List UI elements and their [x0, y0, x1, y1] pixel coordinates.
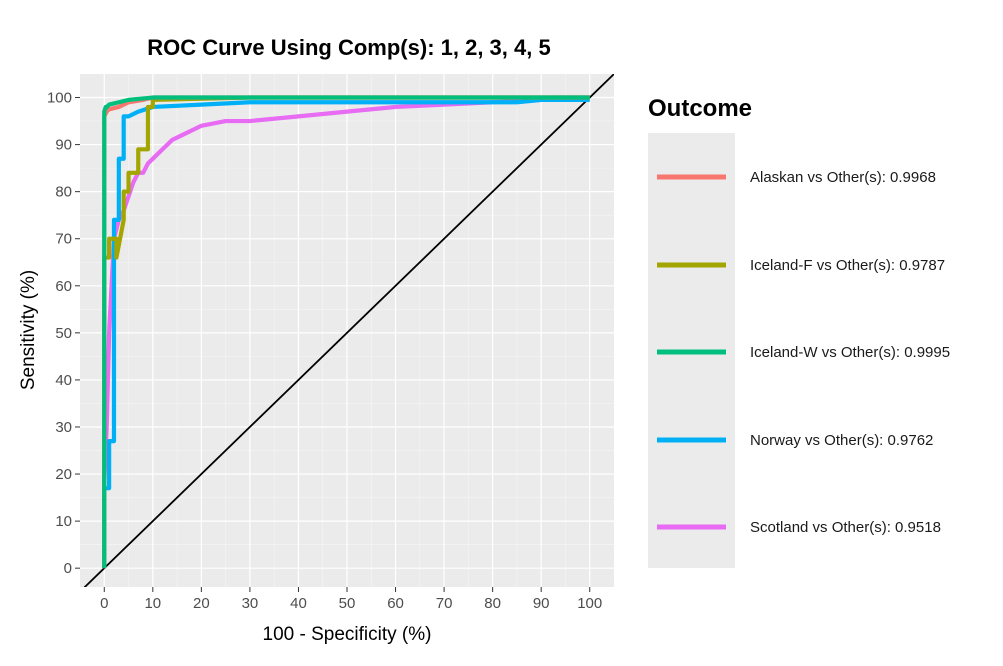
x-tick-label: 40: [290, 595, 307, 612]
roc-curves: [83, 74, 614, 587]
series-line-iceland-w: [102, 95, 590, 569]
x-tick-label: 30: [242, 595, 259, 612]
y-tick-label: 30: [55, 419, 72, 436]
legend-label-iceland-w: Iceland-W vs Other(s): 0.9995: [750, 344, 950, 361]
diagonal-reference-line: [83, 74, 614, 587]
legend: Outcome Alaskan vs Other(s): 0.9968 Icela…: [648, 95, 950, 568]
x-axis-title: 100 - Specificity (%): [263, 624, 432, 645]
y-tick-label: 100: [47, 90, 72, 107]
x-tick-label: 20: [193, 595, 210, 612]
x-axis: 0 10 20 30 40 50 60 70 80 90 100: [100, 587, 602, 612]
y-tick-label: 60: [55, 278, 72, 295]
y-tick-label: 0: [64, 560, 72, 577]
x-tick-label: 100: [577, 595, 602, 612]
series-line-norway: [102, 97, 590, 569]
series-line-iceland-f: [102, 95, 590, 569]
y-tick-label: 70: [55, 231, 72, 248]
y-tick-label: 50: [55, 325, 72, 342]
y-tick-label: 10: [55, 513, 72, 530]
y-tick-label: 80: [55, 184, 72, 201]
legend-label-iceland-f: Iceland-F vs Other(s): 0.9787: [750, 257, 945, 274]
y-axis: 0 10 20 30 40 50 60 70 80 90 100: [47, 90, 80, 577]
y-tick-label: 40: [55, 372, 72, 389]
x-tick-label: 0: [100, 595, 108, 612]
y-axis-title: Sensitivity (%): [18, 270, 39, 390]
legend-label-norway: Norway vs Other(s): 0.9762: [750, 432, 933, 449]
x-tick-label: 10: [144, 595, 161, 612]
legend-label-scotland: Scotland vs Other(s): 0.9518: [750, 519, 941, 536]
x-tick-label: 60: [387, 595, 404, 612]
legend-title: Outcome: [648, 95, 752, 122]
chart-title: ROC Curve Using Comp(s): 1, 2, 3, 4, 5: [147, 35, 550, 60]
y-tick-label: 20: [55, 466, 72, 483]
x-tick-label: 80: [484, 595, 501, 612]
legend-label-alaskan: Alaskan vs Other(s): 0.9968: [750, 169, 936, 186]
x-tick-label: 50: [339, 595, 356, 612]
x-tick-label: 70: [436, 595, 453, 612]
x-tick-label: 90: [533, 595, 550, 612]
y-tick-label: 90: [55, 137, 72, 154]
